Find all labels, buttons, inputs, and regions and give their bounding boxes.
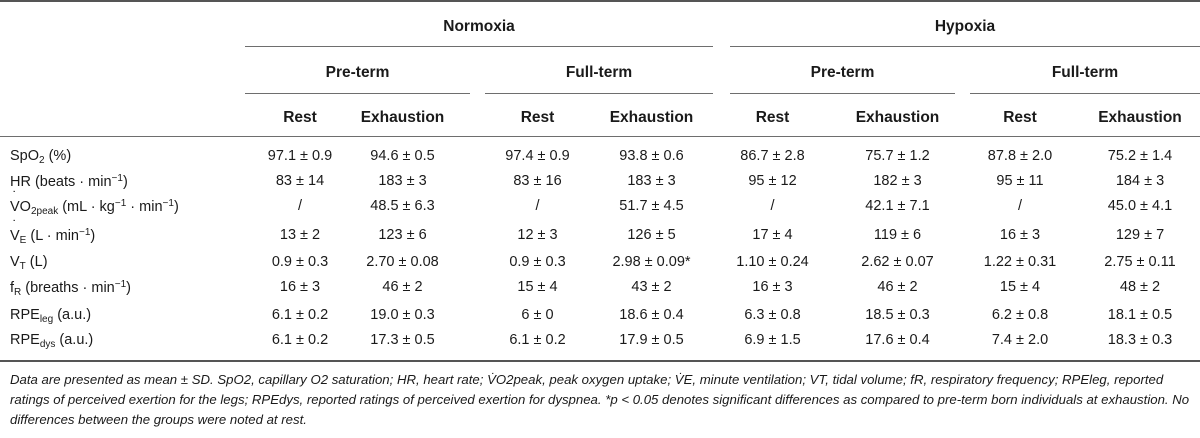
table-cell: 75.2 ± 1.4 [1107,148,1173,164]
column-header: Exhaustion [360,109,445,126]
group-header-normoxia: Normoxia [443,18,515,35]
table-cell: 6.2 ± 0.8 [991,307,1049,323]
row-label-vo2peak: VO2peak (mL · kg−1 · min−1) [10,188,179,217]
table-cell: 2.75 ± 0.11 [1104,254,1176,270]
subgroup-rule [970,93,1200,94]
table-cell: 1.10 ± 0.24 [736,254,809,270]
row-label-vt: VT (L) [10,254,48,272]
table-cell: 16 ± 3 [279,279,321,295]
table-cell: 46 ± 2 [382,279,423,295]
top-rule [0,0,1200,2]
group-rule-hypoxia [730,46,1200,47]
table-cell: / [1017,198,1023,214]
table-footnote: Data are presented as mean ± SD. SpO2, c… [10,372,1190,427]
table-cell: 18.1 ± 0.5 [1107,307,1173,323]
column-header: Rest [283,109,317,126]
group-header-hypoxia: Hypoxia [934,18,996,35]
subgroup-rule [730,93,955,94]
table-cell: 2.98 ± 0.09* [612,254,691,270]
table-cell: 17.6 ± 0.4 [865,332,930,348]
row-label-spo2: SpO2 (%) [10,148,72,166]
table-cell: 15 ± 4 [517,279,558,295]
table-cell: 123 ± 6 [378,227,427,243]
table-cell: 19.0 ± 0.3 [370,307,435,323]
table-cell: 87.8 ± 2.0 [987,148,1053,164]
table-cell: 46 ± 2 [877,279,918,295]
column-header: Rest [520,109,555,126]
column-header: Rest [755,109,790,126]
table-cell: 18.3 ± 0.3 [1107,332,1173,348]
subgroup-header-hypoxia-fullterm: Full-term [1051,64,1119,81]
table-bottom-rule [0,360,1200,362]
column-header: Exhaustion [609,109,694,126]
table-cell: 48.5 ± 6.3 [370,198,435,214]
table-cell: 18.6 ± 0.4 [619,307,684,323]
row-label-rpeleg: RPEleg (a.u.) [10,307,92,325]
subgroup-rule [245,93,470,94]
table-cell: 129 ± 7 [1115,227,1165,243]
table-cell: 43 ± 2 [631,279,672,295]
row-label-fr: fR (breaths · min−1) [10,279,131,298]
table-cell: 126 ± 5 [627,227,676,243]
table-cell: 119 ± 6 [873,227,922,243]
subgroup-rule [485,93,713,94]
column-header: Rest [1003,109,1037,126]
table-cell: 6.1 ± 0.2 [271,332,329,348]
table-cell: 18.5 ± 0.3 [865,307,930,323]
table-cell: 0.9 ± 0.3 [509,254,566,270]
group-rule-normoxia [245,46,713,47]
row-label-rpedys: RPEdys (a.u.) [10,332,94,350]
table-cell: 86.7 ± 2.8 [740,148,805,164]
table-cell: 6.1 ± 0.2 [271,307,329,323]
table-cell: 95 ± 11 [996,173,1044,189]
table-cell: 51.7 ± 4.5 [619,198,684,214]
column-header: Exhaustion [855,109,940,126]
table-cell: 42.1 ± 7.1 [865,198,930,214]
table-cell: 45.0 ± 4.1 [1107,198,1173,214]
table-cell: 75.7 ± 1.2 [865,148,930,164]
table-cell: 48 ± 2 [1119,279,1161,295]
table-cell: 83 ± 14 [275,173,325,189]
table-cell: 0.9 ± 0.3 [271,254,329,270]
table-cell: 6.9 ± 1.5 [744,332,801,348]
table-cell: 12 ± 3 [517,227,558,243]
table-cell: 83 ± 16 [513,173,562,189]
table-cell: 16 ± 3 [999,227,1041,243]
table-cell: 94.6 ± 0.5 [370,148,435,164]
subgroup-header-normoxia-fullterm: Full-term [565,64,633,81]
table-cell: 17 ± 4 [752,227,793,243]
table-cell: 2.70 ± 0.08 [366,254,439,270]
subgroup-header-hypoxia-preterm: Pre-term [810,64,875,81]
table-cell: / [535,198,540,214]
table-cell: 7.4 ± 2.0 [991,332,1049,348]
table-cell: 1.22 ± 0.31 [983,254,1057,270]
subgroup-header-normoxia-preterm: Pre-term [325,64,390,81]
column-header: Exhaustion [1098,109,1182,126]
table-cell: 2.62 ± 0.07 [861,254,934,270]
table-cell: 17.3 ± 0.5 [370,332,435,348]
table-cell: 97.4 ± 0.9 [505,148,570,164]
table-cell: 6.3 ± 0.8 [744,307,801,323]
table-cell: 97.1 ± 0.9 [267,148,333,164]
table-cell: 95 ± 12 [748,173,797,189]
table-cell: 17.9 ± 0.5 [619,332,684,348]
header-bottom-rule [0,136,1200,137]
table-cell: 13 ± 2 [279,227,321,243]
table-cell: 184 ± 3 [1115,173,1165,189]
table-cell: 183 ± 3 [378,173,427,189]
table-cell: 183 ± 3 [627,173,676,189]
table-cell: 182 ± 3 [873,173,922,189]
table-cell: 16 ± 3 [752,279,793,295]
table-cell: / [297,198,303,214]
row-label-hr: HR (beats · min−1) [10,173,128,190]
table-cell: 6 ± 0 [521,307,554,323]
row-label-ve: VE (L · min−1) [10,217,95,246]
table-cell: / [770,198,775,214]
table-cell: 15 ± 4 [999,279,1041,295]
table-cell: 6.1 ± 0.2 [509,332,566,348]
table-cell: 93.8 ± 0.6 [619,148,684,164]
